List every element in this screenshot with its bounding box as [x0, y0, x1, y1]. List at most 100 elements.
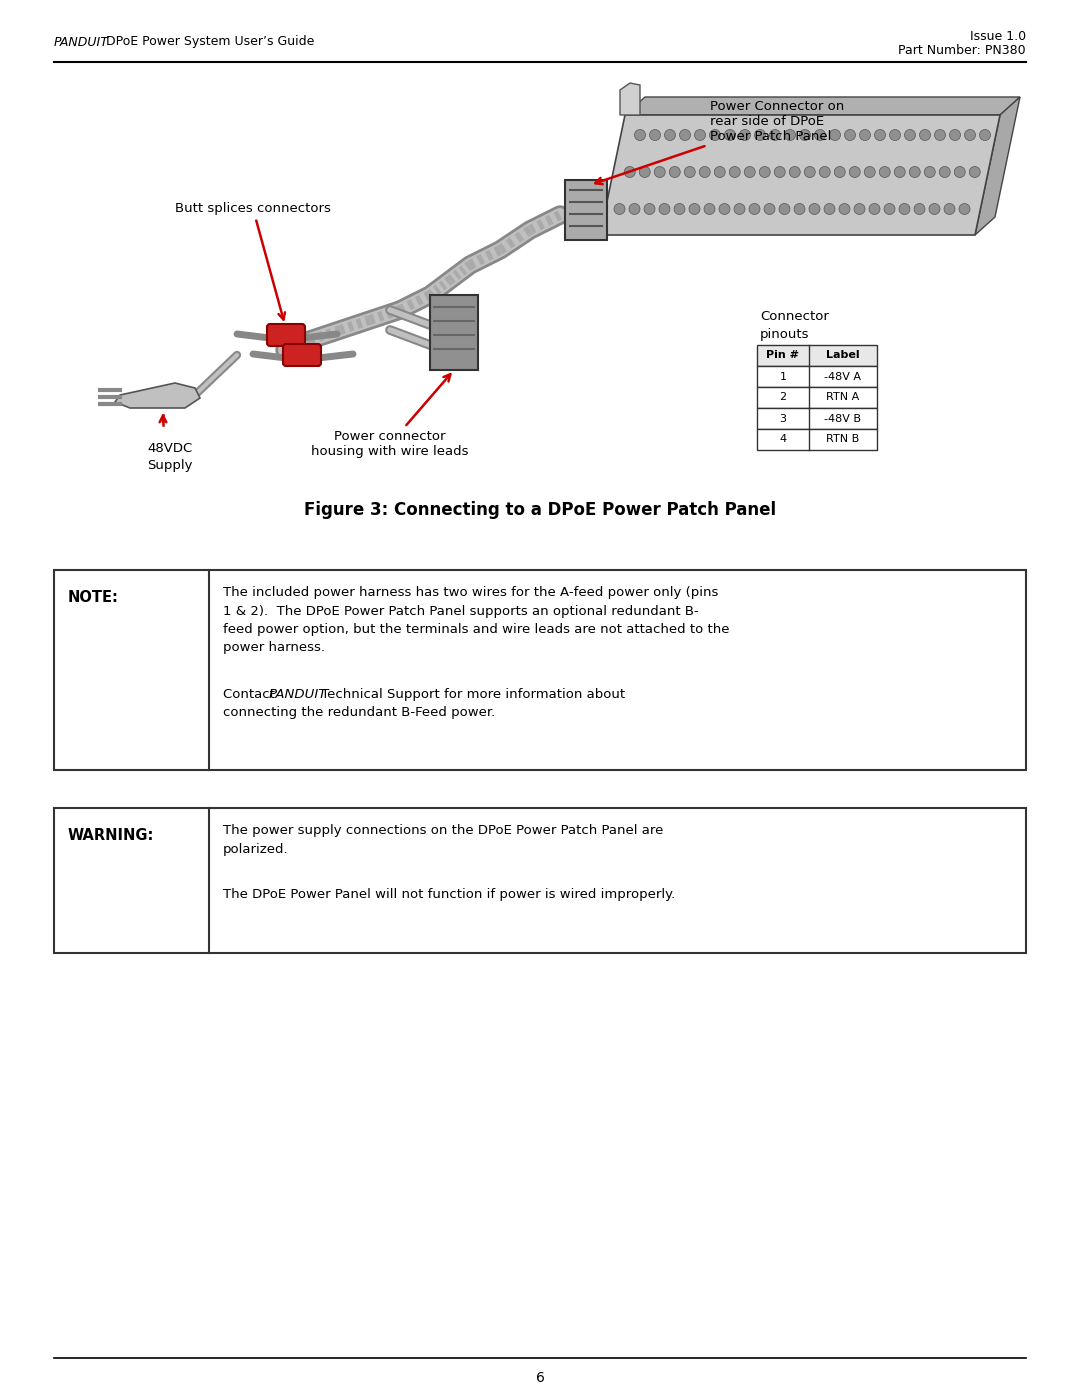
Text: -48V B: -48V B: [824, 414, 862, 423]
Circle shape: [644, 204, 654, 215]
Circle shape: [629, 204, 640, 215]
Circle shape: [734, 204, 745, 215]
Circle shape: [699, 166, 711, 177]
Text: Issue 1.0: Issue 1.0: [970, 29, 1026, 42]
Polygon shape: [625, 96, 1020, 115]
Bar: [565, 180, 607, 240]
Circle shape: [820, 166, 831, 177]
Text: PANDUIT: PANDUIT: [269, 687, 327, 701]
Circle shape: [670, 166, 680, 177]
Circle shape: [849, 166, 861, 177]
Circle shape: [869, 204, 880, 215]
Circle shape: [755, 130, 766, 141]
Circle shape: [854, 204, 865, 215]
Circle shape: [980, 130, 990, 141]
Circle shape: [860, 130, 870, 141]
Text: RTN B: RTN B: [826, 434, 860, 444]
Circle shape: [774, 166, 785, 177]
Circle shape: [899, 204, 910, 215]
Polygon shape: [114, 383, 200, 408]
Circle shape: [725, 130, 735, 141]
Circle shape: [764, 204, 775, 215]
Bar: [54, 570, 1026, 770]
Circle shape: [944, 204, 955, 215]
Text: 4: 4: [780, 434, 786, 444]
Circle shape: [824, 204, 835, 215]
Circle shape: [794, 204, 805, 215]
Text: The included power harness has two wires for the A-feed power only (pins
1 & 2).: The included power harness has two wires…: [222, 585, 729, 655]
Text: The power supply connections on the DPoE Power Patch Panel are
polarized.: The power supply connections on the DPoE…: [222, 824, 663, 855]
Circle shape: [729, 166, 740, 177]
Circle shape: [759, 166, 770, 177]
Circle shape: [710, 130, 720, 141]
Text: RTN A: RTN A: [826, 393, 860, 402]
Circle shape: [959, 204, 970, 215]
Circle shape: [740, 130, 751, 141]
Polygon shape: [600, 115, 1000, 235]
Text: -48V A: -48V A: [824, 372, 862, 381]
Text: connecting the redundant B-Feed power.: connecting the redundant B-Feed power.: [222, 705, 496, 719]
Bar: [757, 387, 877, 408]
Circle shape: [829, 130, 840, 141]
Circle shape: [914, 204, 924, 215]
Circle shape: [905, 130, 916, 141]
Bar: [430, 295, 478, 370]
Circle shape: [940, 166, 950, 177]
Circle shape: [809, 204, 820, 215]
Text: Technical Support for more information about: Technical Support for more information a…: [318, 687, 625, 701]
Circle shape: [845, 130, 855, 141]
Circle shape: [719, 204, 730, 215]
Bar: [757, 366, 877, 387]
Text: 1: 1: [780, 372, 786, 381]
Text: Figure 3: Connecting to a DPoE Power Patch Panel: Figure 3: Connecting to a DPoE Power Pat…: [303, 502, 777, 520]
Polygon shape: [620, 82, 640, 115]
Circle shape: [659, 204, 670, 215]
Circle shape: [744, 166, 755, 177]
Text: Butt splices connectors: Butt splices connectors: [175, 203, 330, 320]
Circle shape: [864, 166, 875, 177]
Circle shape: [909, 166, 920, 177]
Text: Part Number: PN380: Part Number: PN380: [899, 43, 1026, 56]
Text: 48VDC
Supply: 48VDC Supply: [147, 441, 192, 472]
Circle shape: [964, 130, 975, 141]
Circle shape: [679, 130, 690, 141]
Circle shape: [924, 166, 935, 177]
Text: NOTE:: NOTE:: [68, 591, 119, 605]
FancyBboxPatch shape: [283, 344, 321, 366]
Circle shape: [649, 130, 661, 141]
Circle shape: [769, 130, 781, 141]
Circle shape: [635, 130, 646, 141]
Circle shape: [969, 166, 981, 177]
Circle shape: [714, 166, 726, 177]
Circle shape: [799, 130, 810, 141]
Circle shape: [814, 130, 825, 141]
Circle shape: [875, 130, 886, 141]
Circle shape: [639, 166, 650, 177]
Circle shape: [784, 130, 796, 141]
Circle shape: [689, 204, 700, 215]
Text: 3: 3: [780, 414, 786, 423]
Text: Pin #: Pin #: [767, 351, 799, 360]
Text: PANDUIT: PANDUIT: [54, 35, 109, 49]
Bar: [757, 408, 877, 429]
Circle shape: [674, 204, 685, 215]
Bar: [54, 807, 1026, 953]
Text: The DPoE Power Panel will not function if power is wired improperly.: The DPoE Power Panel will not function i…: [222, 888, 675, 901]
Circle shape: [624, 166, 635, 177]
Circle shape: [934, 130, 945, 141]
Circle shape: [779, 204, 789, 215]
Circle shape: [685, 166, 696, 177]
Circle shape: [664, 130, 675, 141]
Text: 2: 2: [780, 393, 786, 402]
Text: Contact: Contact: [222, 687, 279, 701]
Text: Label: Label: [826, 351, 860, 360]
Circle shape: [834, 166, 846, 177]
Text: Power connector
housing with wire leads: Power connector housing with wire leads: [311, 374, 469, 458]
Circle shape: [949, 130, 960, 141]
Circle shape: [885, 204, 895, 215]
Circle shape: [879, 166, 890, 177]
Text: Power Connector on
rear side of DPoE
Power Patch Panel: Power Connector on rear side of DPoE Pow…: [595, 101, 845, 184]
Text: Connector
pinouts: Connector pinouts: [760, 310, 828, 341]
Circle shape: [955, 166, 966, 177]
Text: WARNING:: WARNING:: [68, 828, 154, 844]
